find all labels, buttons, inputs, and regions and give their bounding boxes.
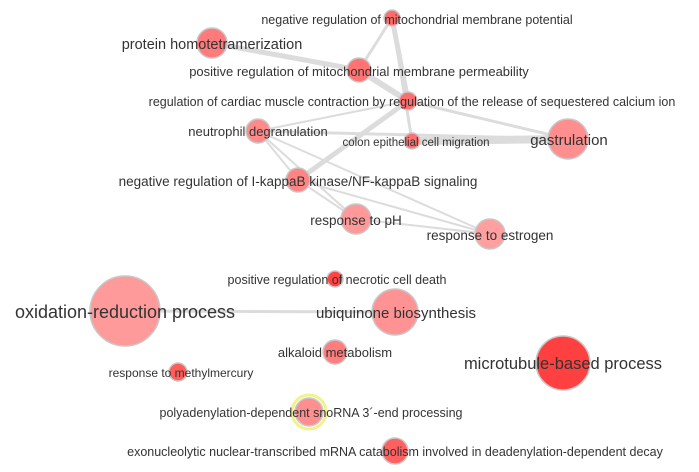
node-label-n10: response to estrogen [427, 228, 554, 243]
edge-n4-n8 [295, 98, 411, 183]
node-n3[interactable] [346, 57, 372, 83]
node-label-n15: microtubule-based process [464, 355, 662, 373]
edge-n9-n10 [355, 218, 491, 235]
edges-layer [123, 15, 572, 314]
node-label-n2: protein homotetramerization [122, 37, 303, 53]
node-label-n5: neutrophil degranulation [188, 124, 328, 139]
node-n17[interactable] [294, 397, 324, 427]
nodes-layer [89, 9, 591, 465]
node-label-n14: alkaloid metabolism [278, 345, 392, 360]
node-label-n6: colon epithelial cell migration [342, 137, 489, 149]
node-label-n13: ubiquinone biosynthesis [316, 305, 476, 322]
node-n4[interactable] [398, 91, 418, 111]
edge-n4-n5 [257, 100, 409, 132]
node-n7[interactable] [547, 118, 589, 160]
node-n1[interactable] [383, 9, 401, 27]
node-highlight-ring [290, 393, 328, 431]
node-n11[interactable] [326, 270, 344, 288]
node-n15[interactable] [535, 335, 591, 391]
edge-n8-n10 [297, 179, 491, 235]
node-n2[interactable] [196, 27, 228, 59]
node-label-n7: gastrulation [530, 132, 608, 149]
labels-layer: negative regulation of mitochondrial mem… [15, 13, 675, 459]
node-n12[interactable] [89, 275, 161, 347]
node-label-n11: positive regulation of necrotic cell dea… [228, 273, 447, 287]
edge-n6-n7 [408, 135, 572, 145]
edge-n5-n10 [257, 130, 491, 235]
edge-n1-n6 [390, 16, 414, 143]
node-label-n16: response to methylmercury [109, 366, 254, 380]
node-n5[interactable] [245, 118, 271, 144]
node-n9[interactable] [340, 203, 372, 235]
edge-n12-n13 [123, 309, 397, 314]
edge-n4-n7 [406, 99, 570, 141]
node-label-n8: negative regulation of I-kappaB kinase/N… [119, 174, 478, 189]
edge-n2-n3 [209, 40, 362, 73]
node-label-n1: negative regulation of mitochondrial mem… [261, 13, 572, 27]
node-label-n12: oxidation-reduction process [15, 302, 235, 322]
node-n10[interactable] [474, 218, 506, 250]
node-n14[interactable] [322, 339, 348, 365]
node-label-n18: exonucleolytic nuclear-transcribed mRNA … [127, 445, 663, 459]
node-n6[interactable] [403, 132, 421, 150]
node-label-n3: positive regulation of mitochondrial mem… [189, 64, 529, 79]
node-n18[interactable] [381, 437, 409, 465]
node-label-n4: regulation of cardiac muscle contraction… [149, 95, 676, 109]
node-label-n9: response to pH [310, 213, 402, 228]
node-label-n17: polyadenylation-dependent snoRNA 3´-end … [160, 406, 463, 420]
node-n8[interactable] [285, 167, 311, 193]
node-n13[interactable] [371, 288, 419, 336]
node-n16[interactable] [168, 362, 188, 382]
